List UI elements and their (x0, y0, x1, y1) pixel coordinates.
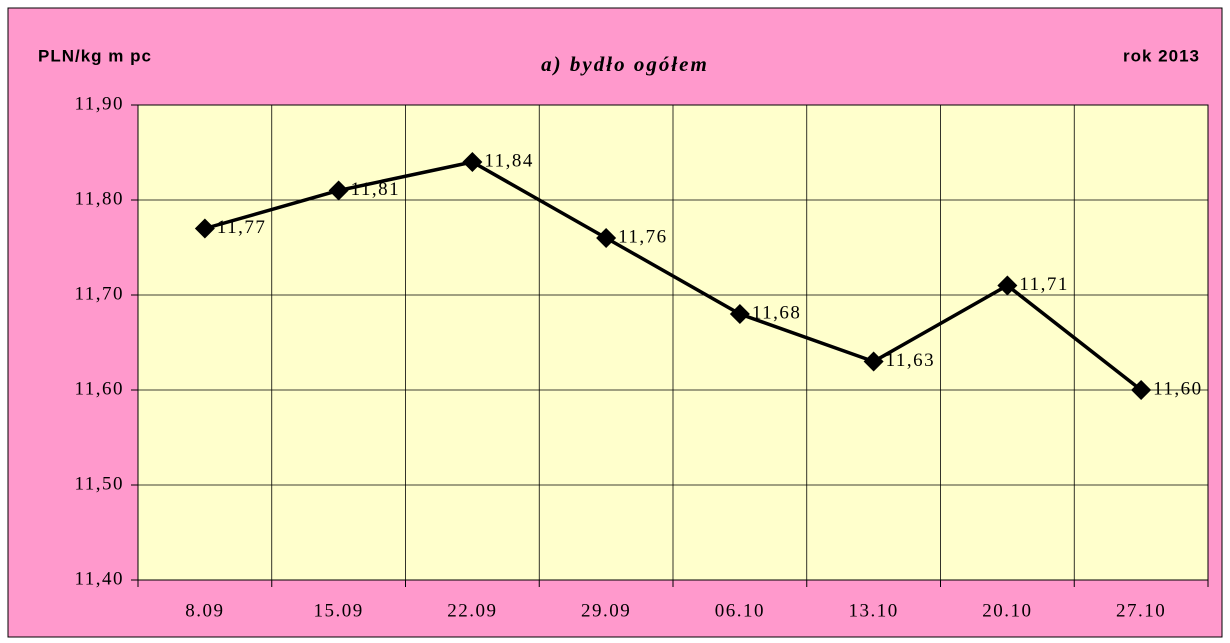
x-tick-label: 8.09 (185, 600, 224, 621)
x-tick-label: 22.09 (447, 600, 497, 621)
data-label: 11,68 (752, 302, 802, 323)
data-label: 11,81 (351, 179, 401, 200)
annotation: rok 2013 (1123, 46, 1200, 65)
x-tick-label: 20.10 (982, 600, 1032, 621)
x-tick-label: 27.10 (1116, 600, 1166, 621)
data-label: 11,77 (217, 217, 267, 238)
data-label: 11,76 (618, 226, 668, 247)
data-label: 11,84 (484, 150, 534, 171)
point-marker (863, 351, 884, 372)
point-marker (462, 152, 483, 172)
point-marker (328, 180, 349, 201)
x-tick-label: 13.10 (849, 600, 899, 621)
data-label: 11,71 (1019, 274, 1069, 295)
y-axis-label: PLN/kg m pc (38, 46, 152, 65)
point-marker (729, 304, 750, 324)
series-line (204, 160, 1143, 392)
point-marker (194, 218, 215, 239)
chart-title: a) bydło ogółem (541, 52, 709, 76)
point-marker (596, 228, 617, 248)
point-marker (997, 275, 1018, 296)
y-tick-label: 11,90 (74, 93, 124, 114)
x-tick-label: 15.09 (314, 600, 364, 621)
y-tick-label: 11,60 (74, 378, 124, 399)
y-tick-label: 11,50 (74, 473, 124, 494)
point-marker (1131, 380, 1152, 400)
x-tick-label: 29.09 (581, 600, 631, 621)
y-tick-label: 11,40 (74, 568, 124, 589)
y-tick-label: 11,70 (74, 283, 124, 304)
data-label: 11,63 (886, 350, 936, 371)
x-tick-label: 06.10 (715, 600, 765, 621)
data-label: 11,60 (1153, 378, 1203, 399)
y-tick-label: 11,80 (74, 188, 124, 209)
